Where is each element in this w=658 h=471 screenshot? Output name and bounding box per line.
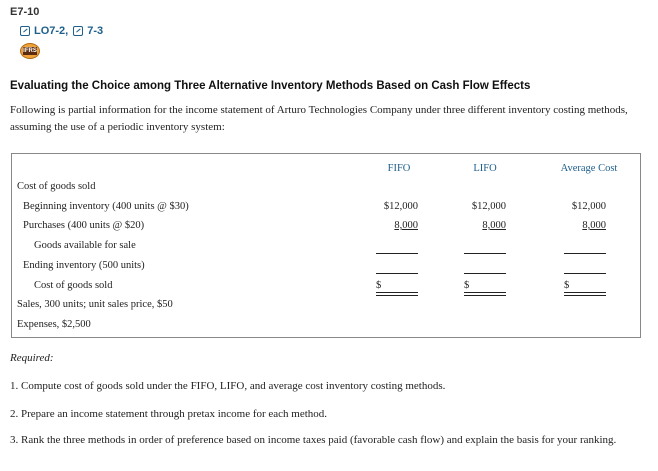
required-item: 1. Compute cost of goods sold under the … bbox=[10, 380, 446, 392]
learning-objectives: LO7-2, 7-3 bbox=[20, 25, 103, 37]
lo-link-1[interactable]: LO7-2, bbox=[34, 25, 69, 37]
edit-link-icon[interactable] bbox=[20, 26, 30, 36]
column-header-fifo: FIFO bbox=[387, 163, 411, 174]
edit-link-icon[interactable] bbox=[73, 26, 84, 36]
dollar-sign: $ bbox=[376, 280, 382, 291]
row-label: Goods available for sale bbox=[34, 240, 136, 251]
row-label: Ending inventory (500 units) bbox=[23, 260, 145, 271]
answer-blank bbox=[464, 253, 506, 254]
problem-id: E7-10 bbox=[10, 6, 40, 18]
required-item: 3. Rank the three methods in order of pr… bbox=[10, 434, 617, 446]
dollar-sign: $ bbox=[564, 280, 570, 291]
answer-blank-total bbox=[464, 292, 506, 296]
required-item: 2. Prepare an income statement through p… bbox=[10, 408, 328, 420]
row-label: Sales, 300 units; unit sales price, $50 bbox=[17, 299, 173, 310]
column-header-average-cost: Average Cost bbox=[560, 163, 618, 174]
answer-blank-total bbox=[564, 292, 606, 296]
cell-value: $12,000 bbox=[471, 201, 506, 212]
cell-value: 8,000 bbox=[482, 220, 506, 231]
dollar-sign: $ bbox=[464, 280, 470, 291]
badge-label: IFRS bbox=[23, 47, 37, 55]
answer-blank bbox=[464, 273, 506, 274]
section-title: Evaluating the Choice among Three Altern… bbox=[10, 80, 531, 92]
row-label: Cost of goods sold bbox=[34, 280, 113, 291]
answer-blank bbox=[376, 273, 418, 274]
answer-blank bbox=[376, 253, 418, 254]
cell-value: $12,000 bbox=[383, 201, 418, 212]
row-label: Purchases (400 units @ $20) bbox=[23, 220, 145, 231]
income-statement-table: FIFO LIFO Average Cost Cost of goods sol… bbox=[11, 153, 641, 338]
cell-value: $12,000 bbox=[571, 201, 606, 212]
answer-blank bbox=[564, 273, 606, 274]
answer-blank-total bbox=[376, 292, 418, 296]
row-label: Beginning inventory (400 units @ $30) bbox=[23, 201, 189, 212]
answer-blank bbox=[564, 253, 606, 254]
cell-value: 8,000 bbox=[394, 220, 418, 231]
column-header-lifo: LIFO bbox=[473, 163, 497, 174]
lo-link-2[interactable]: 7-3 bbox=[87, 25, 104, 37]
cell-value: 8,000 bbox=[582, 220, 606, 231]
required-heading: Required: bbox=[10, 352, 54, 364]
intro-paragraph: Following is partial information for the… bbox=[10, 104, 628, 133]
row-label: Expenses, $2,500 bbox=[17, 319, 91, 330]
ifrs-badge-icon: IFRS bbox=[20, 43, 40, 59]
row-label: Cost of goods sold bbox=[17, 181, 96, 192]
